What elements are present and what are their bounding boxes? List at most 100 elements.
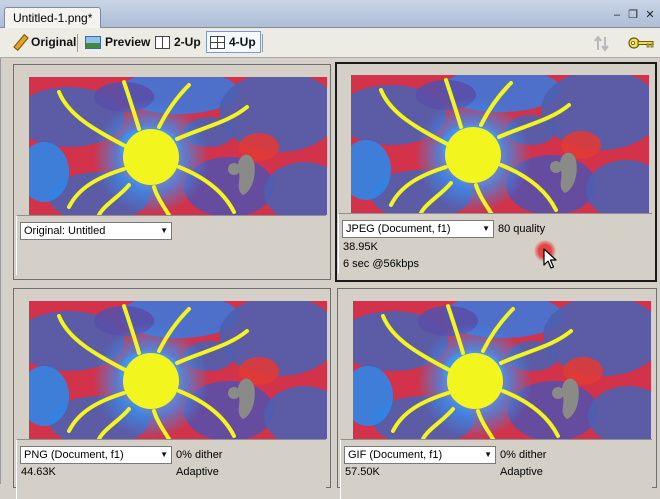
four-up-view-button[interactable]: 4-Up: [206, 31, 261, 53]
close-icon[interactable]: ✕: [645, 9, 655, 21]
sun-ray: [175, 105, 249, 141]
sun-ray: [419, 181, 453, 213]
four-up-view-label: 4-Up: [229, 35, 256, 49]
sun-ray: [122, 80, 141, 131]
color-blob: [29, 366, 69, 426]
two-up-view-label: 2-Up: [174, 35, 201, 49]
dither-setting: 0% dither: [500, 449, 547, 461]
chevron-down-icon: ▼: [160, 450, 168, 459]
four-pane-icon: [210, 35, 225, 49]
dither-setting: 0% dither: [176, 449, 223, 461]
sun-ray: [474, 183, 493, 213]
preview-image: [351, 75, 649, 213]
color-blob: [239, 357, 279, 385]
preview-view-label: Preview: [105, 35, 151, 49]
grey-dot: [228, 387, 240, 399]
color-blob: [239, 133, 279, 161]
preview-image: [29, 77, 327, 215]
sun-ray: [152, 409, 171, 439]
quality-setting: 80 quality: [498, 223, 546, 235]
sun-ray: [57, 314, 129, 373]
sun: [123, 353, 179, 409]
minimize-icon[interactable]: –: [613, 9, 621, 21]
color-blob: [219, 301, 327, 376]
two-up-view-button[interactable]: 2-Up: [152, 31, 205, 53]
palette-setting: Adaptive: [176, 466, 219, 478]
sun: [123, 129, 179, 185]
chevron-down-icon: ▼: [484, 450, 492, 459]
format-dropdown[interactable]: JPEG (Document, f1) ▼: [342, 220, 494, 238]
restore-icon[interactable]: ❐: [628, 9, 638, 21]
sun-ray: [497, 103, 571, 139]
sun-ray: [122, 304, 141, 355]
grey-dot: [552, 387, 564, 399]
preview-view-button[interactable]: Preview: [82, 31, 154, 53]
grey-shape: [559, 152, 577, 193]
sun-ray: [421, 407, 455, 439]
grey-shape: [237, 378, 255, 419]
color-blob: [264, 162, 327, 215]
sun-ray: [391, 391, 450, 433]
export-arrows-icon[interactable]: [590, 33, 616, 53]
four-up-content-area: Original: Untitled ▼ JPEG (Document, f1)…: [0, 58, 660, 499]
document-tab[interactable]: Untitled-1.png*: [4, 7, 102, 28]
sun-ray: [157, 307, 191, 353]
file-size: 44.63K: [21, 466, 56, 478]
grey-dot: [228, 163, 240, 175]
original-view-label: Original: [31, 35, 77, 49]
file-size: 38.95K: [343, 241, 378, 253]
preview-pane-png[interactable]: PNG (Document, f1) ▼ 0% dither 44.63K Ad…: [13, 288, 331, 499]
format-dropdown-value: Original: Untitled: [24, 225, 106, 237]
sun-ray: [157, 83, 191, 129]
grey-dot: [550, 161, 562, 173]
color-blob: [543, 301, 651, 376]
pane-info-panel: JPEG (Document, f1) ▼ 80 quality 38.95K …: [338, 213, 652, 273]
color-blob: [264, 386, 327, 439]
sun-ray: [379, 88, 451, 147]
key-icon[interactable]: [626, 33, 656, 53]
sun-ray: [97, 183, 131, 215]
sun: [447, 353, 503, 409]
color-blob: [586, 160, 649, 213]
chevron-down-icon: ▼: [160, 226, 168, 235]
sun: [445, 127, 501, 183]
pane-info-panel: Original: Untitled ▼: [16, 215, 326, 275]
format-dropdown[interactable]: Original: Untitled ▼: [20, 222, 172, 240]
color-blob: [29, 142, 69, 202]
color-blob: [353, 366, 393, 426]
sun-ray: [67, 391, 126, 433]
preview-image: [29, 301, 327, 439]
grey-shape: [561, 378, 579, 419]
preview-pane-jpeg[interactable]: JPEG (Document, f1) ▼ 80 quality 38.95K …: [335, 62, 657, 282]
color-blob: [541, 75, 649, 150]
format-dropdown[interactable]: PNG (Document, f1) ▼: [20, 446, 172, 464]
format-dropdown-value: GIF (Document, f1): [348, 449, 443, 461]
landscape-image-icon: [85, 35, 101, 49]
pane-info-panel: PNG (Document, f1) ▼ 0% dither 44.63K Ad…: [16, 439, 326, 499]
preview-pane-gif[interactable]: GIF (Document, f1) ▼ 0% dither 57.50K Ad…: [337, 288, 657, 499]
two-pane-icon: [155, 35, 170, 49]
sun-ray: [177, 165, 236, 214]
pane-info-panel: GIF (Document, f1) ▼ 0% dither 57.50K Ad…: [340, 439, 652, 499]
color-blob: [351, 140, 391, 200]
color-blob: [588, 386, 651, 439]
sun-ray: [479, 81, 513, 127]
color-blob: [563, 357, 603, 385]
toolbar-divider: [77, 34, 78, 52]
file-size: 57.50K: [345, 466, 380, 478]
preview-pane-original[interactable]: Original: Untitled ▼: [13, 64, 331, 280]
format-dropdown[interactable]: GIF (Document, f1) ▼: [344, 446, 496, 464]
sun-ray: [501, 389, 560, 438]
original-view-button[interactable]: Original: [10, 31, 80, 53]
color-blob: [219, 77, 327, 152]
view-toolbar: Original Preview 2-Up 4-Up: [0, 28, 660, 58]
sun-ray: [481, 307, 515, 353]
sun-ray: [499, 163, 558, 212]
sun-ray: [446, 304, 465, 355]
sun-ray: [177, 389, 236, 438]
format-dropdown-value: PNG (Document, f1): [24, 449, 124, 461]
preview-image: [353, 301, 651, 439]
sun-ray: [175, 329, 249, 365]
sun-ray: [499, 329, 573, 365]
palette-setting: Adaptive: [500, 466, 543, 478]
